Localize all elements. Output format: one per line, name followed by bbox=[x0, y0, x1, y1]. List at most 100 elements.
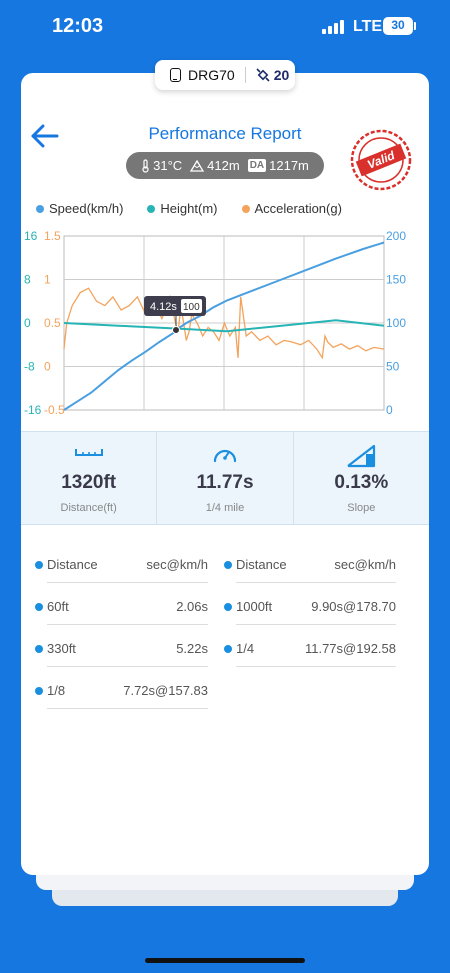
altitude-value: 412m bbox=[207, 158, 240, 173]
status-time: 12:03 bbox=[52, 15, 104, 37]
tooltip-value-box bbox=[181, 298, 203, 313]
signal-icon bbox=[322, 20, 344, 34]
split-row: 1/8 7.72s@157.83 bbox=[35, 683, 208, 711]
tick-label: 50 bbox=[386, 360, 400, 374]
split-bullet bbox=[35, 645, 43, 653]
stat-distance: 1320ft Distance(ft) bbox=[21, 432, 158, 524]
legend-height-dot bbox=[147, 204, 156, 213]
split-divider bbox=[47, 582, 208, 583]
mountain-icon bbox=[190, 159, 205, 172]
tick-label: -8 bbox=[24, 360, 35, 374]
acceleration-axis-ticks: 1.5 1 0.5 0 -0.5 bbox=[44, 229, 65, 417]
tick-label: 8 bbox=[24, 273, 31, 287]
home-indicator[interactable] bbox=[145, 958, 305, 963]
tick-label: 0 bbox=[44, 360, 51, 374]
stat-slope: 0.13% Slope bbox=[294, 432, 429, 524]
tick-label: 0 bbox=[24, 316, 31, 330]
stat-quarter-mile-value: 11.77s bbox=[196, 472, 254, 493]
status-bar: 12:03 LTE 30 bbox=[0, 0, 450, 56]
stat-distance-value: 1320ft bbox=[61, 472, 117, 493]
tick-label: 100 bbox=[386, 316, 406, 330]
split-value: 5.22s bbox=[176, 641, 208, 656]
pill-divider bbox=[244, 67, 246, 83]
battery-tip bbox=[414, 22, 416, 30]
stat-slope-label: Slope bbox=[347, 502, 376, 514]
legend-acceleration-label: Acceleration(g) bbox=[254, 201, 342, 216]
legend-acceleration[interactable]: Acceleration(g) bbox=[241, 201, 342, 216]
split-value: 2.06s bbox=[176, 599, 208, 614]
tick-label: -16 bbox=[24, 403, 42, 417]
tooltip-time: 4.12s bbox=[150, 301, 177, 313]
speed-line bbox=[63, 241, 385, 411]
split-name: 60ft bbox=[47, 599, 69, 614]
split-value: 7.72s@157.83 bbox=[123, 683, 208, 698]
split-name: 1/4 bbox=[236, 641, 255, 656]
legend-height-label: Height(m) bbox=[160, 201, 218, 216]
split-row: 60ft 2.06s bbox=[35, 599, 208, 627]
split-bullet bbox=[224, 561, 232, 569]
density-altitude-value: 1217m bbox=[269, 158, 309, 173]
split-divider bbox=[236, 624, 396, 625]
split-name: 330ft bbox=[47, 641, 76, 656]
tick-label: -0.5 bbox=[44, 403, 65, 417]
tick-label: 16 bbox=[24, 229, 38, 243]
height-axis-ticks: 16 8 0 -8 -16 bbox=[24, 229, 42, 417]
device-icon bbox=[170, 68, 181, 82]
thermometer-icon bbox=[142, 158, 149, 173]
split-bullet bbox=[35, 561, 43, 569]
tooltip-point bbox=[172, 325, 181, 334]
speed-axis-ticks: 200 150 100 50 0 bbox=[386, 229, 406, 417]
split-value: sec@km/h bbox=[334, 557, 396, 572]
performance-chart[interactable]: 16 8 0 -8 -16 1.5 1 0.5 0 -0.5 200 150 100 50 0 4.12… bbox=[20, 225, 430, 420]
stat-distance-label: Distance(ft) bbox=[60, 502, 117, 514]
back-arrow-icon[interactable] bbox=[30, 123, 60, 149]
split-name: Distance bbox=[47, 557, 98, 572]
legend-height[interactable]: Height(m) bbox=[147, 201, 218, 216]
split-divider bbox=[236, 666, 396, 667]
split-name: 1000ft bbox=[236, 599, 273, 614]
slope-icon bbox=[347, 444, 376, 468]
split-bullet bbox=[35, 687, 43, 695]
satellite-count: 20 bbox=[273, 67, 290, 83]
satellite-icon bbox=[256, 68, 270, 82]
split-divider bbox=[47, 708, 208, 709]
tick-label: 200 bbox=[386, 229, 406, 243]
legend-speed-dot bbox=[36, 204, 44, 213]
split-row: Distance sec@km/h bbox=[35, 557, 208, 585]
split-name: 1/8 bbox=[47, 683, 66, 698]
conditions-pill: 31°C 412m DA 1217m bbox=[126, 152, 324, 179]
legend-acceleration-dot bbox=[241, 204, 250, 213]
battery-icon: 30 bbox=[383, 17, 413, 35]
distance-ruler-icon bbox=[74, 449, 103, 456]
split-row: 1000ft 9.90s@178.70 bbox=[224, 599, 396, 627]
tooltip-value: 100 bbox=[183, 302, 200, 313]
split-divider bbox=[47, 666, 208, 667]
tick-label: 0.5 bbox=[44, 316, 61, 330]
split-value: 11.77s@192.58 bbox=[304, 641, 396, 656]
legend-speed-label: Speed(km/h) bbox=[49, 201, 124, 216]
split-bullet bbox=[224, 645, 232, 653]
tick-label: 0 bbox=[386, 403, 393, 417]
stat-slope-value: 0.13% bbox=[334, 472, 389, 493]
stats-panel: 1320ft Distance(ft) 11.77s 1/4 mile 0.13… bbox=[21, 431, 429, 525]
speedometer-icon bbox=[213, 449, 237, 463]
split-row: Distance sec@km/h bbox=[224, 557, 396, 585]
tick-label: 1 bbox=[44, 273, 51, 287]
split-value: sec@km/h bbox=[146, 557, 208, 572]
stat-quarter-mile-label: 1/4 mile bbox=[205, 502, 245, 514]
acceleration-line bbox=[63, 287, 385, 360]
device-status-pill[interactable]: DRG70 20 bbox=[155, 60, 295, 90]
split-divider bbox=[236, 582, 396, 583]
split-divider bbox=[47, 624, 208, 625]
split-row: 1/4 11.77s@192.58 bbox=[224, 641, 396, 669]
density-altitude-badge: DA bbox=[247, 159, 267, 172]
stat-quarter-mile: 11.77s 1/4 mile bbox=[157, 432, 294, 524]
chart-legend: Speed(km/h) Height(m) Acceleration(g) bbox=[36, 201, 366, 216]
height-line bbox=[63, 319, 385, 333]
temperature-value: 31°C bbox=[153, 158, 183, 173]
tick-label: 150 bbox=[386, 273, 406, 287]
split-name: Distance bbox=[236, 557, 287, 572]
legend-speed[interactable]: Speed(km/h) bbox=[36, 201, 123, 216]
split-value: 9.90s@178.70 bbox=[311, 599, 396, 614]
split-row: 330ft 5.22s bbox=[35, 641, 208, 669]
